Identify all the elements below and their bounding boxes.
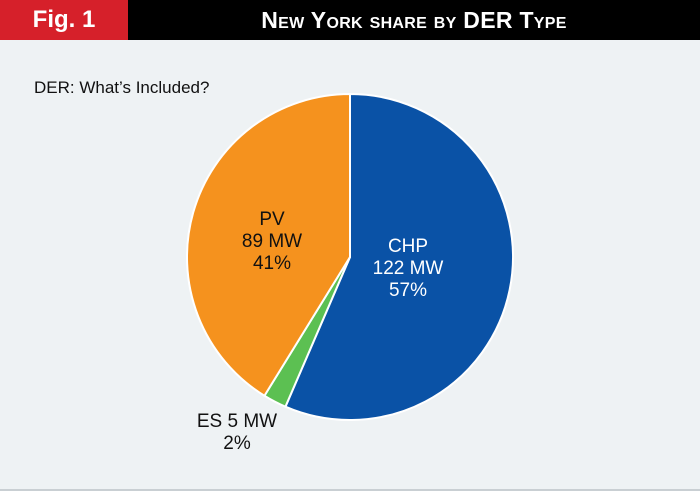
slice-label-pv-name: PV [259,209,285,230]
slice-label-pv-mw: 89 MW [242,231,302,252]
slice-label-chp-mw: 122 MW [373,258,444,279]
figure-title: New York share by DER Type [261,7,567,33]
pie-slice-chp [284,92,514,421]
figure-number-tag: Fig. 1 [0,0,128,40]
slice-label-chp-percent: 57% [389,280,427,301]
slice-label-chp-name: CHP [388,236,428,257]
figure-header: Fig. 1 New York share by DER Type [0,0,700,40]
slice-label-pv-percent: 41% [253,253,291,274]
chart-subtitle: DER: What’s Included? [34,78,210,97]
slice-label-es-name-mw: ES 5 MW [197,411,277,432]
pie-slice-pv [186,92,351,398]
slice-label-es-percent: 2% [223,433,251,454]
